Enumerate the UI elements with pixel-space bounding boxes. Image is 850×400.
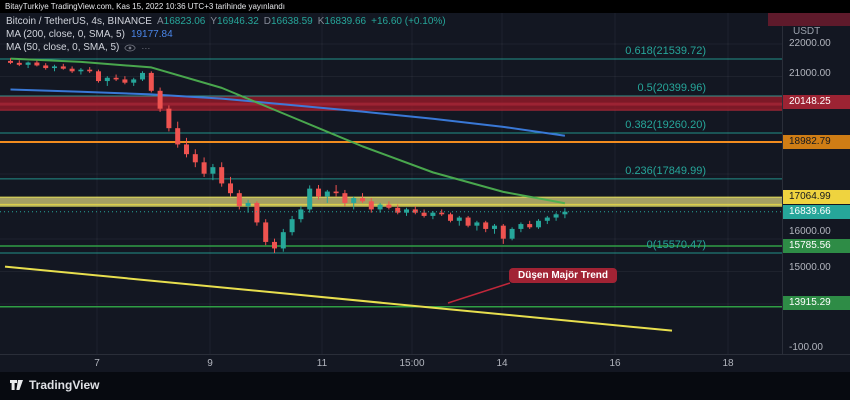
tradingview-logo-icon [10, 380, 23, 390]
ohlc-low-label: D [263, 16, 271, 27]
price-axis-label: 16839.66 [783, 205, 850, 219]
ohlc-change-value: +16.60 (+0.10%) [371, 16, 446, 27]
published-banner: BitayTurkiye TradingView.com, Kas 15, 20… [0, 0, 850, 13]
published-banner-text: BitayTurkiye TradingView.com, Kas 15, 20… [5, 2, 285, 11]
price-axis-label: 20148.25 [783, 95, 850, 109]
more-options-icon[interactable]: ··· [141, 43, 151, 53]
indicator-ma50-label[interactable]: MA (50, close, 0, SMA, 5) [6, 42, 120, 53]
price-axis-label: 18982.79 [783, 135, 850, 149]
price-axis-label: 22000.00 [789, 38, 831, 49]
price-axis[interactable]: 22000.00 21000.00 20148.25 18982.79 17064.99… [782, 13, 850, 354]
ohlc-open-value: 16823.06 [163, 16, 206, 27]
price-axis-label: 16000.00 [789, 226, 831, 237]
ohlc-low-value: 16638.59 [271, 16, 313, 27]
ohlc-high-label: Y [210, 16, 218, 27]
price-axis-label: 13915.29 [783, 296, 850, 310]
ohlc-close-label: K [317, 16, 325, 27]
time-axis-label: 9 [207, 358, 213, 369]
time-axis-label: 16 [609, 358, 621, 369]
tradingview-logo-text: TradingView [29, 378, 100, 392]
ohlc-open-label: A [156, 16, 164, 27]
time-axis-label: 18 [722, 358, 734, 369]
time-axis-label: 11 [316, 358, 328, 369]
top-right-banner [768, 13, 850, 26]
footer-bar: TradingView [0, 372, 850, 400]
indicator-ma200-value: 19177.84 [130, 29, 173, 40]
ohlc-high-value: 16946.32 [217, 16, 259, 27]
symbol-row: Bitcoin / TetherUS, 4s, BINANCE A 16823.… [6, 16, 446, 28]
indicator-ma200-row: MA (200, close, 0, SMA, 5) 19177.84 [6, 29, 446, 41]
price-axis-label: 15785.56 [783, 239, 850, 253]
time-axis-label: 7 [94, 358, 100, 369]
indicator-ma200-label[interactable]: MA (200, close, 0, SMA, 5) [6, 29, 125, 40]
price-axis-label: 17064.99 [783, 190, 850, 204]
time-axis-label: 15:00 [399, 358, 425, 369]
ohlc-close-value: 16839.66 [324, 16, 367, 27]
price-axis-label: 15000.00 [789, 262, 831, 273]
tradingview-logo[interactable]: TradingView [10, 378, 99, 392]
axis-currency-label: USDT [793, 26, 821, 37]
symbol-title[interactable]: Bitcoin / TetherUS, 4s, BINANCE [6, 16, 152, 27]
price-axis-label: -100.00 [789, 342, 823, 353]
indicator-ma50-row: MA (50, close, 0, SMA, 5) ··· [6, 42, 446, 54]
time-axis-label: 14 [496, 358, 508, 369]
time-axis[interactable]: 7 9 11 15:00 14 16 18 [0, 354, 850, 372]
price-axis-label: 21000.00 [789, 68, 831, 79]
chart-legend: Bitcoin / TetherUS, 4s, BINANCE A 16823.… [6, 16, 446, 55]
eye-icon[interactable] [124, 44, 137, 52]
trend-annotation-label[interactable]: Düşen Majör Trend [509, 268, 618, 283]
